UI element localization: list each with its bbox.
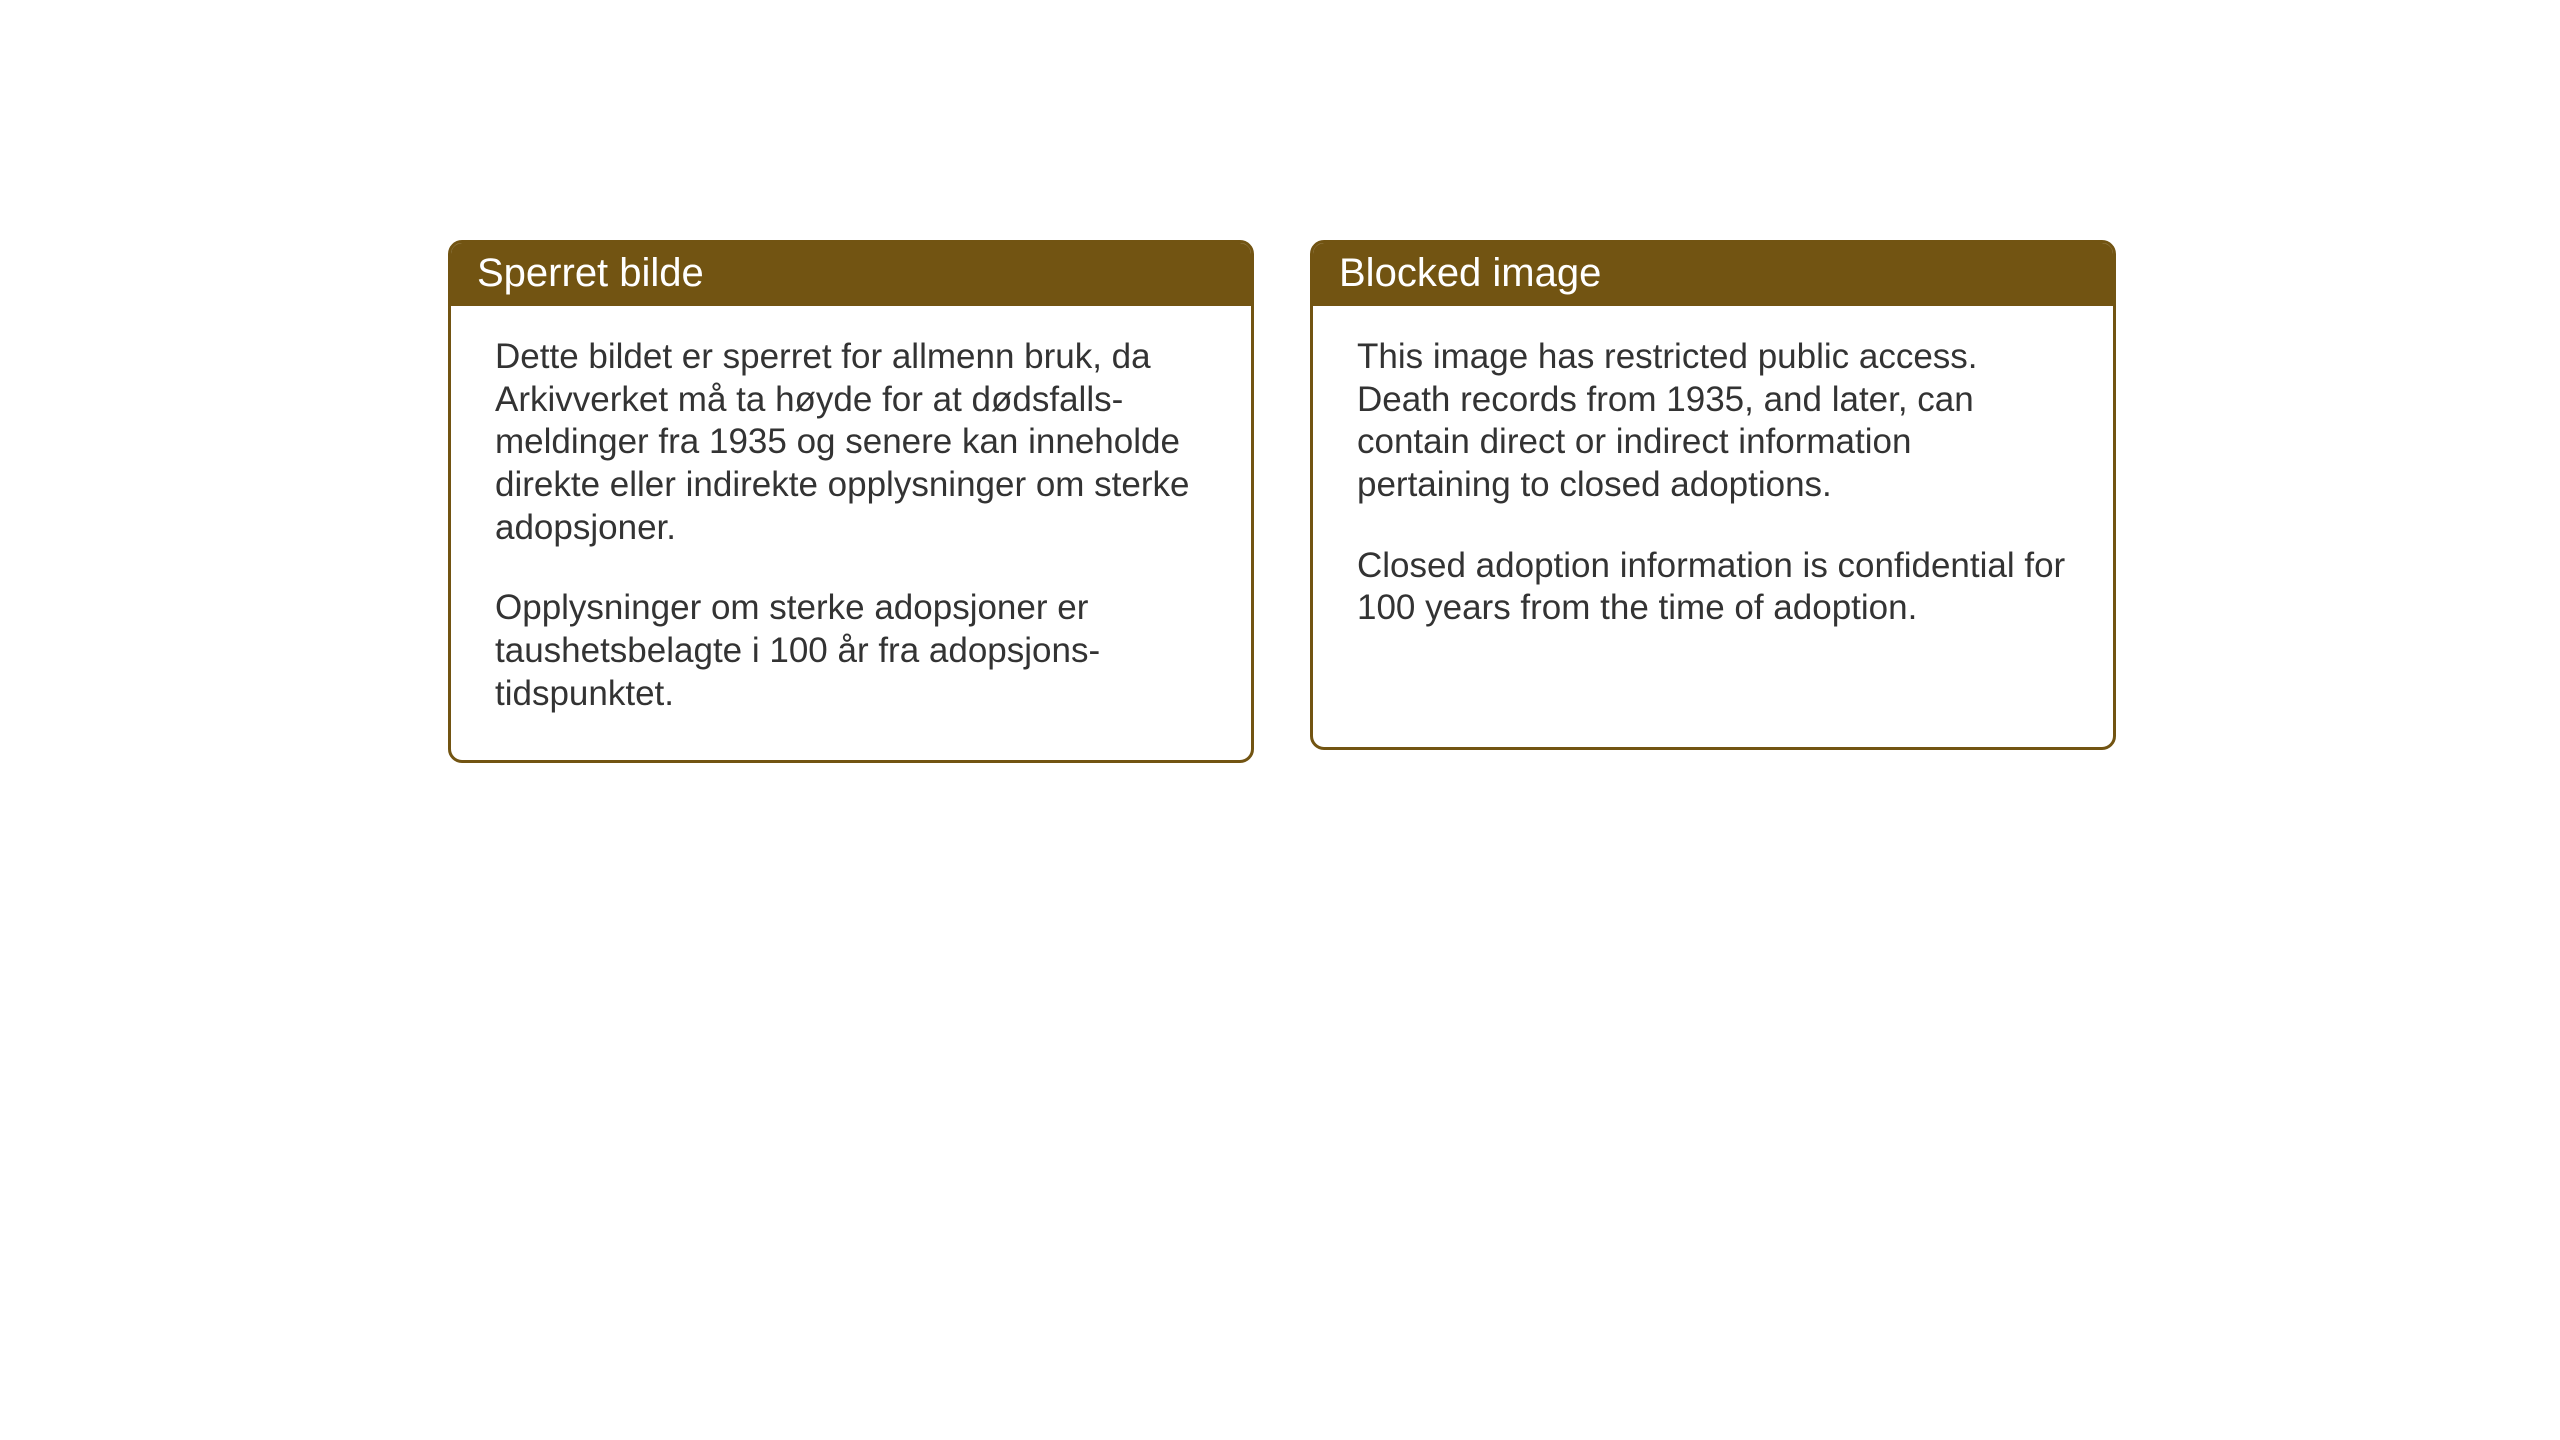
card-norwegian: Sperret bilde Dette bildet er sperret fo…: [448, 240, 1254, 763]
card-english: Blocked image This image has restricted …: [1310, 240, 2116, 750]
card-english-paragraph1: This image has restricted public access.…: [1357, 336, 2069, 507]
card-norwegian-paragraph2: Opplysninger om sterke adopsjoner er tau…: [495, 587, 1207, 715]
card-norwegian-title: Sperret bilde: [477, 251, 704, 295]
card-english-body: This image has restricted public access.…: [1313, 306, 2113, 674]
card-norwegian-body: Dette bildet er sperret for allmenn bruk…: [451, 306, 1251, 760]
card-english-title: Blocked image: [1339, 251, 1601, 295]
card-norwegian-paragraph1: Dette bildet er sperret for allmenn bruk…: [495, 336, 1207, 549]
cards-container: Sperret bilde Dette bildet er sperret fo…: [448, 240, 2116, 763]
card-english-header: Blocked image: [1313, 243, 2113, 306]
card-norwegian-header: Sperret bilde: [451, 243, 1251, 306]
card-english-paragraph2: Closed adoption information is confident…: [1357, 545, 2069, 630]
